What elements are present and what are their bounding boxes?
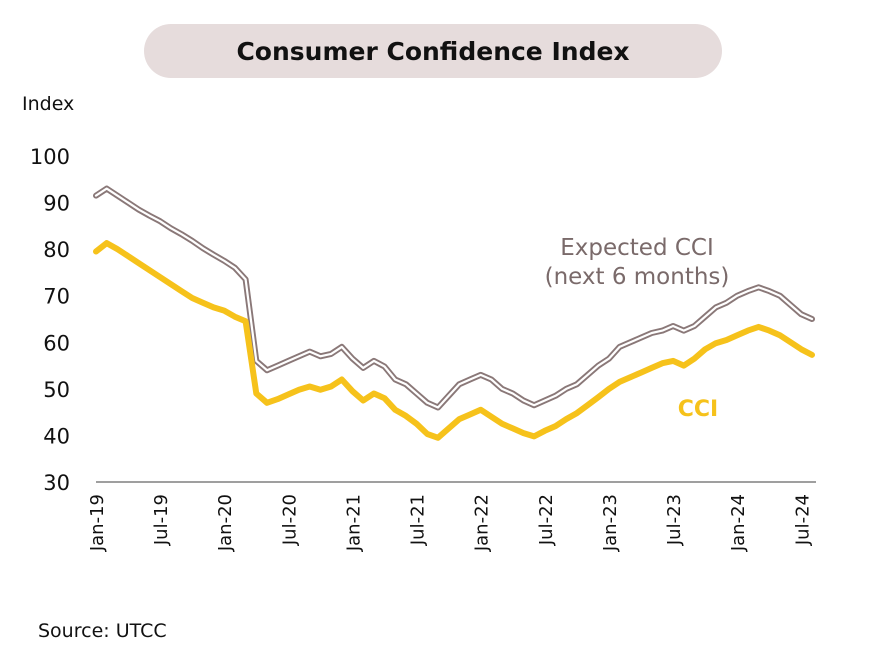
x-tick-label: Jan-22 [472, 494, 493, 552]
series-lines [93, 185, 815, 441]
y-tick-label: 70 [43, 285, 70, 309]
x-tick-labels: Jan-19 Jul-19 Jan-20 Jul-20 Jan-21 Jul-21 Jan-… [87, 494, 813, 552]
annotation-expected-cci-sub: (next 6 months) [545, 264, 730, 290]
x-tick-label: Jul-21 [408, 494, 429, 546]
annotation-cci: CCI [678, 397, 718, 422]
y-tick-label: 30 [43, 471, 70, 495]
x-tick-label: Jul-23 [664, 494, 685, 546]
x-tick-label: Jan-19 [87, 494, 108, 552]
chart-title-pill: Consumer Confidence Index [144, 24, 722, 78]
y-tick-label: 60 [43, 331, 70, 355]
y-tick-label: 40 [43, 424, 70, 448]
x-tick-label: Jan-24 [728, 494, 749, 552]
y-tick-labels: 30 40 50 60 70 80 90 100 [30, 145, 70, 495]
x-tick-label: Jul-24 [792, 494, 813, 546]
chart-title: Consumer Confidence Index [236, 36, 630, 66]
y-tick-label: 50 [43, 378, 70, 402]
x-tick-label: Jul-22 [536, 494, 557, 546]
series-line-cci [93, 240, 815, 441]
x-tick-label: Jan-20 [215, 494, 236, 552]
y-axis-label: Index [22, 93, 74, 115]
series-annotations: Expected CCI (next 6 months) CCI [545, 235, 730, 422]
series-line-expected-cci-inner [94, 187, 814, 409]
x-tick-label: Jan-23 [600, 494, 621, 552]
y-tick-label: 90 [43, 192, 70, 216]
y-tick-label: 100 [30, 145, 70, 169]
x-tick-label: Jul-19 [151, 494, 172, 546]
series-line-expected-cci [93, 185, 815, 411]
x-tick-label: Jul-20 [279, 494, 300, 546]
source-note: Source: UTCC [38, 620, 167, 642]
x-tick-label: Jan-21 [343, 494, 364, 552]
y-tick-label: 80 [43, 238, 70, 262]
annotation-expected-cci: Expected CCI [560, 235, 714, 261]
